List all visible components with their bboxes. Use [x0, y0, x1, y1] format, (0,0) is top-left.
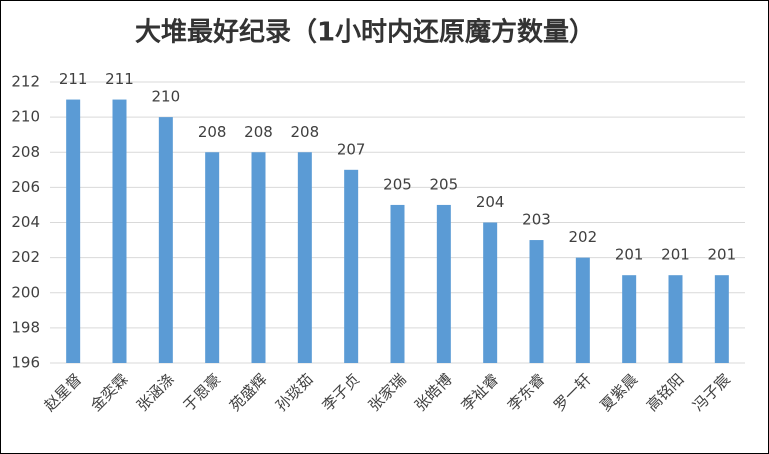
- data-label: 207: [337, 140, 366, 158]
- data-label: 205: [430, 175, 459, 193]
- bar: [205, 152, 220, 363]
- y-tick-label: 202: [11, 248, 40, 266]
- data-label: 201: [661, 246, 690, 264]
- bar: [66, 99, 81, 363]
- data-label: 210: [152, 88, 181, 106]
- data-label: 202: [569, 228, 598, 246]
- y-tick-label: 204: [11, 213, 40, 231]
- bar: [112, 99, 127, 363]
- data-label: 211: [59, 70, 88, 88]
- chart-title: 大堆最好纪录（1小时内还原魔方数量）: [135, 17, 595, 48]
- y-tick-label: 208: [11, 143, 40, 161]
- bar: [529, 240, 544, 363]
- y-tick-label: 196: [11, 354, 40, 372]
- data-label: 201: [615, 246, 644, 264]
- data-label: 208: [198, 123, 227, 141]
- data-label: 208: [244, 123, 273, 141]
- data-label: 204: [476, 193, 505, 211]
- bar: [483, 222, 498, 363]
- bar: [575, 257, 590, 363]
- bar: [622, 275, 637, 363]
- data-label: 211: [105, 70, 134, 88]
- data-label: 208: [291, 123, 320, 141]
- y-tick-label: 210: [11, 108, 40, 126]
- y-tick-label: 198: [11, 318, 40, 336]
- bar: [436, 204, 451, 363]
- bar: [297, 152, 312, 363]
- y-tick-label: 200: [11, 283, 40, 301]
- y-tick-label: 206: [11, 178, 40, 196]
- bar: [344, 169, 359, 363]
- bar: [390, 204, 405, 363]
- data-label: 203: [522, 211, 551, 229]
- bar: [251, 152, 266, 363]
- y-tick-label: 212: [11, 73, 40, 91]
- bar: [714, 275, 729, 363]
- data-label: 201: [708, 246, 737, 264]
- data-label: 205: [383, 175, 412, 193]
- bar: [668, 275, 683, 363]
- bar: [158, 117, 173, 363]
